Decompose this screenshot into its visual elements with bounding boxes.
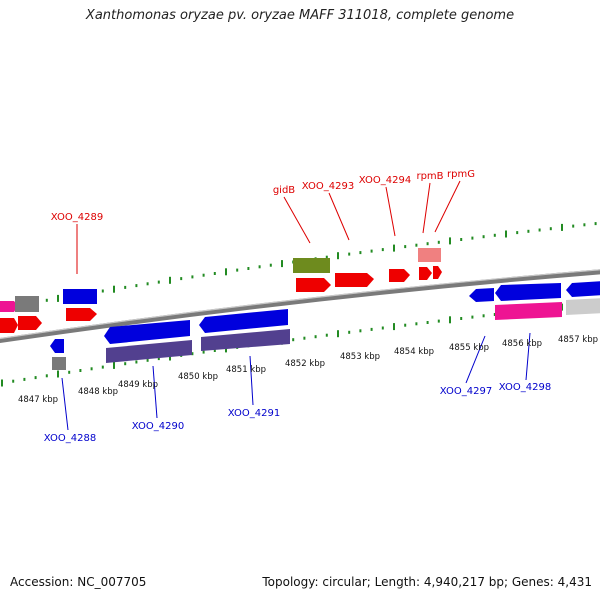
gene-arrow-red[interactable]: [0, 318, 18, 333]
gene-label-forward: XOO_4289: [51, 212, 103, 223]
gene-label-reverse: XOO_4298: [499, 382, 551, 393]
leader-line: [61, 377, 69, 431]
gene-label-forward: XOO_4294: [359, 175, 411, 186]
gene-label-reverse: XOO_4297: [440, 386, 492, 397]
scale-label: 4854 kbp: [394, 347, 434, 357]
leader-line: [249, 355, 254, 406]
gene-arrow-blue[interactable]: [50, 339, 64, 353]
scale-label: 4857 kbp: [558, 335, 598, 345]
leader-line: [152, 365, 158, 419]
gene-box-blue[interactable]: [63, 289, 97, 304]
accession-text: Accession: NC_007705: [10, 575, 147, 589]
scale-label: 4853 kbp: [340, 352, 380, 362]
scale-label: 4848 kbp: [78, 387, 118, 397]
label-leaders: [61, 180, 531, 431]
leader-line: [385, 186, 396, 237]
gene-label-forward: XOO_4293: [302, 181, 354, 192]
genome-backbone-highlight: [0, 269, 600, 340]
gene-arrow-red[interactable]: [433, 266, 442, 279]
gene-box-gray[interactable]: [15, 296, 39, 312]
gene-label-reverse: XOO_4290: [132, 421, 184, 432]
scale-label: 4851 kbp: [226, 365, 266, 375]
gene-arrow-red[interactable]: [419, 267, 432, 280]
scale-label: 4850 kbp: [178, 372, 218, 382]
leader-line: [422, 182, 431, 234]
scale-label: 4849 kbp: [118, 380, 158, 390]
gene-arrow-red[interactable]: [66, 308, 97, 321]
scale-label: 4852 kbp: [285, 359, 325, 369]
scale-label: 4847 kbp: [18, 395, 58, 405]
gene-box-purple[interactable]: [106, 340, 192, 363]
gene-arrow-pink[interactable]: [0, 301, 18, 312]
gene-label-forward: gidB: [273, 185, 295, 196]
leader-line: [328, 192, 350, 241]
gene-label-forward: rpmB: [416, 171, 443, 182]
gene-arrow-red[interactable]: [296, 278, 331, 292]
gene-box-purple[interactable]: [201, 329, 290, 351]
gene-arrow-red[interactable]: [18, 316, 42, 330]
gene-label-forward: rpmG: [447, 169, 475, 180]
gene-arrow-red[interactable]: [389, 269, 410, 282]
gene-box-gidB[interactable]: [293, 258, 330, 273]
gene-box-light-gray[interactable]: [566, 298, 600, 315]
gene-arrow-blue[interactable]: [495, 283, 561, 301]
gene-box-gray[interactable]: [52, 357, 66, 370]
leader-line: [283, 196, 311, 244]
gene-box-pink[interactable]: [495, 302, 562, 320]
leader-line: [525, 332, 531, 381]
gene-label-reverse: XOO_4291: [228, 408, 280, 419]
genome-backbone: [0, 269, 600, 344]
gene-arrow-blue[interactable]: [566, 281, 600, 297]
genome-summary-text: Topology: circular; Length: 4,940,217 bp…: [262, 575, 592, 589]
scale-label: 4855 kbp: [449, 343, 489, 353]
gene-arrow-blue[interactable]: [199, 309, 288, 333]
leader-line: [465, 335, 486, 384]
leader-line: [434, 180, 461, 233]
gene-box-pink[interactable]: [418, 248, 441, 262]
gene-arrow-blue[interactable]: [104, 320, 190, 344]
gene-label-reverse: XOO_4288: [44, 433, 96, 444]
gene-arrow-red[interactable]: [335, 273, 374, 287]
gene-arrow-blue[interactable]: [469, 288, 494, 302]
scale-label: 4856 kbp: [502, 339, 542, 349]
genome-title: Xanthomonas oryzae pv. oryzae MAFF 31101…: [85, 8, 515, 23]
